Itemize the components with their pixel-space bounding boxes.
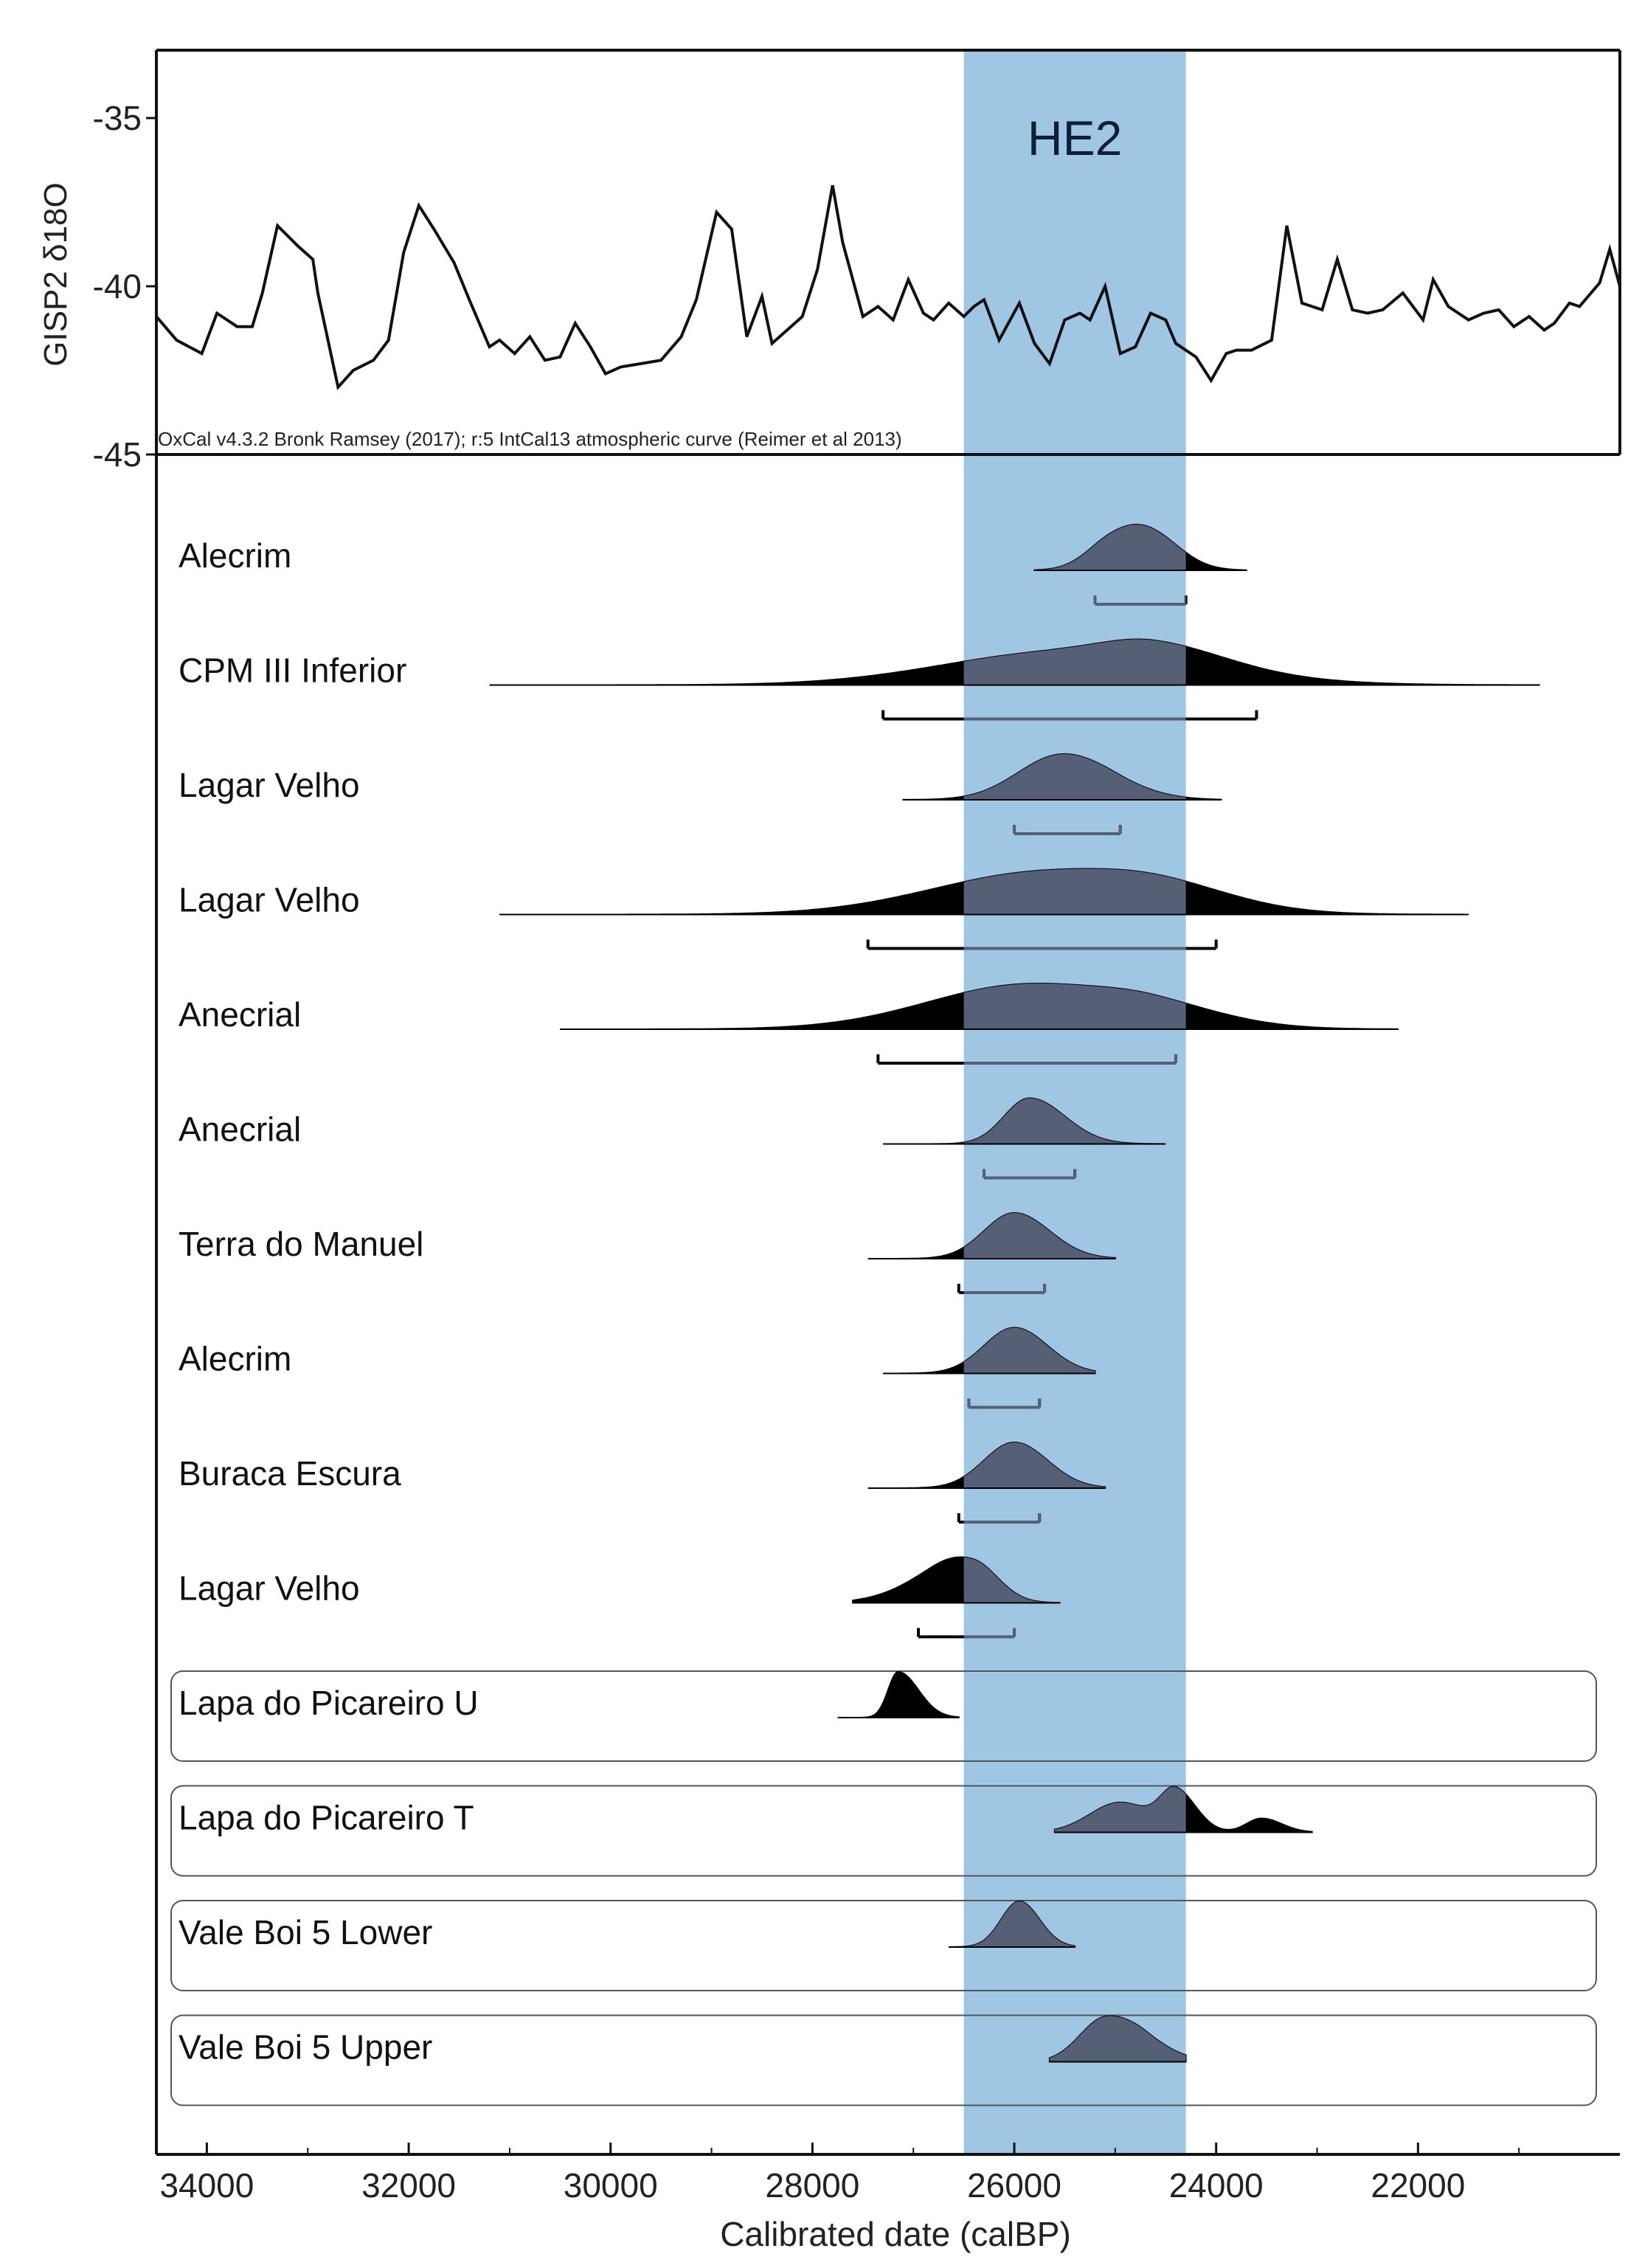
row-label: Lapa do Picareiro T — [179, 1799, 474, 1837]
row-9: Lagar Velho — [179, 1556, 1061, 1639]
group-box — [170, 1785, 1597, 1877]
row-label: Alecrim — [179, 536, 291, 575]
range-bracket-tinted — [982, 1169, 1077, 1180]
range-bracket-tinted — [1093, 595, 1186, 606]
row-label: Vale Boi 5 Upper — [179, 2028, 432, 2067]
row-3: Lagar Velho — [179, 868, 1469, 950]
x-tick-label: 22000 — [1371, 2166, 1465, 2205]
density-fill — [963, 868, 1186, 915]
row-10: Lapa do Picareiro U — [170, 1670, 1597, 1762]
oxcal-note: OxCal v4.3.2 Bronk Ramsey (2017); r:5 In… — [158, 428, 902, 450]
row-5: Anecrial — [179, 1097, 1166, 1180]
density-fill — [1049, 2016, 1186, 2062]
density-fill — [963, 1557, 1060, 1603]
row-4: Anecrial — [179, 983, 1399, 1065]
density-fill — [963, 983, 1186, 1029]
gisp2-series-line — [155, 184, 1621, 391]
plot-frame — [155, 49, 1621, 2156]
row-12: Vale Boi 5 Lower — [170, 1900, 1597, 1991]
row-label: Anecrial — [179, 1110, 301, 1149]
range-bracket-tinted — [963, 1284, 1047, 1294]
row-11: Lapa do Picareiro T — [170, 1785, 1597, 1877]
row-8: Buraca Escura — [179, 1442, 1106, 1524]
y-tick-label: -45 — [93, 435, 142, 474]
row-label: Lagar Velho — [179, 1569, 360, 1608]
density-fill — [963, 754, 1186, 800]
row-13: Vale Boi 5 Upper — [170, 2014, 1597, 2106]
density-fill — [963, 1098, 1166, 1144]
y-axis-label: GISP2 δ18O — [38, 182, 74, 367]
range-bracket-tinted — [967, 1398, 1042, 1409]
row-7: Alecrim — [179, 1327, 1096, 1409]
y-axis-ticks: -35 -40 -45 — [93, 99, 156, 474]
x-tick-label: 34000 — [159, 2166, 254, 2205]
y-tick-label: -40 — [93, 267, 142, 305]
group-box — [170, 2014, 1597, 2106]
row-0: Alecrim — [179, 524, 1247, 606]
density-fill — [963, 1442, 1106, 1488]
x-tick-label: 28000 — [765, 2166, 859, 2205]
density-fill — [963, 1901, 1075, 1947]
group-box — [170, 1900, 1597, 1991]
x-axis-ticks: 34000 32000 30000 28000 26000 24000 22000 — [159, 2143, 1520, 2205]
density-outline — [837, 1671, 960, 1718]
row-label: Anecrial — [179, 995, 301, 1034]
row-1: CPM III Inferior — [179, 638, 1540, 721]
probability-rows: Alecrim CPM III Inferior Lagar Velho Lagar … — [170, 524, 1597, 2106]
density-fill — [1054, 1786, 1186, 1833]
x-tick-label: 30000 — [564, 2166, 658, 2205]
x-axis-label: Calibrated date (calBP) — [720, 2215, 1071, 2253]
group-box — [170, 1670, 1597, 1762]
he2-band — [963, 50, 1186, 2154]
density-fill — [963, 1213, 1115, 1259]
he2-label: HE2 — [1028, 111, 1122, 165]
density-fill — [963, 1327, 1095, 1374]
range-bracket-tinted — [963, 1054, 1177, 1065]
row-6: Terra do Manuel — [179, 1212, 1116, 1294]
row-label: Vale Boi 5 Lower — [179, 1913, 432, 1951]
y-tick-label: -35 — [93, 99, 142, 137]
x-tick-label: 26000 — [967, 2166, 1061, 2205]
range-bracket-tinted — [963, 1628, 1016, 1639]
density-fill — [963, 639, 1186, 685]
gisp2-plot: -35 -40 -45 GISP2 δ18O HE2 — [38, 99, 1621, 474]
range-bracket-tinted — [1013, 825, 1122, 835]
x-tick-label: 24000 — [1169, 2166, 1264, 2205]
row-label: Lagar Velho — [179, 881, 360, 919]
density-fill — [1034, 525, 1186, 570]
row-label: Terra do Manuel — [179, 1225, 423, 1263]
range-bracket-tinted — [963, 1513, 1042, 1524]
row-label: Lapa do Picareiro U — [179, 1684, 479, 1722]
row-label: CPM III Inferior — [179, 651, 406, 690]
row-2: Lagar Velho — [179, 753, 1222, 835]
row-label: Buraca Escura — [179, 1454, 401, 1493]
range-bracket-tinted — [963, 717, 1186, 721]
range-bracket-tinted — [963, 947, 1186, 950]
oxcal-plot: OxCal v4.3.2 Bronk Ramsey (2017); r:5 In… — [158, 428, 1597, 2253]
he2-band-layer — [963, 50, 1186, 2154]
row-label: Alecrim — [179, 1340, 291, 1378]
row-label: Lagar Velho — [179, 766, 360, 804]
x-tick-label: 32000 — [361, 2166, 456, 2205]
